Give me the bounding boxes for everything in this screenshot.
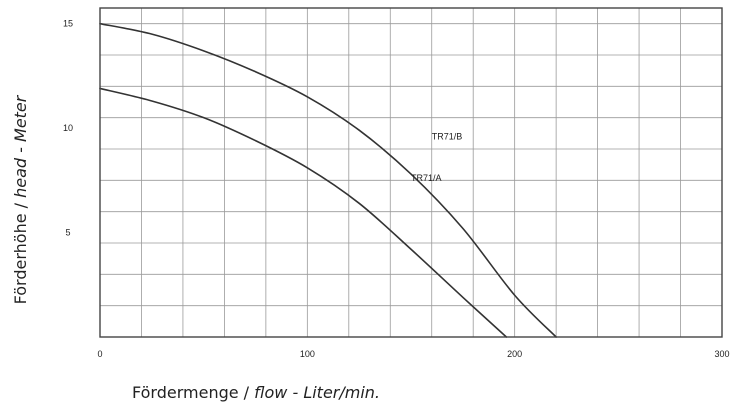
plot-area [100, 8, 722, 337]
x-axis-title-italic: flow - Liter/min. [254, 383, 380, 402]
x-axis-title: Fördermenge / flow - Liter/min. [132, 383, 380, 402]
curve-label-tr71-b: TR71/B [432, 131, 463, 141]
series-line-tr71-a [99, 87, 508, 338]
x-tick-label: 100 [300, 349, 315, 359]
series-line-tr71-b [99, 22, 557, 338]
grid-lines [100, 8, 722, 337]
x-tick-label: 0 [97, 349, 102, 359]
curve-label-tr71-a: TR71/A [411, 173, 442, 183]
x-tick-labels: 0 100 200 300 [97, 349, 729, 359]
y-tick-label: 5 [65, 228, 70, 238]
y-axis-title-italic: head - Meter [11, 94, 30, 198]
x-axis-title-main: Fördermenge / [132, 383, 254, 402]
y-tick-label: 15 [63, 19, 73, 29]
plot-background [100, 8, 722, 337]
y-axis-title-main: Förderhöhe / [11, 198, 30, 305]
y-axis-title: Förderhöhe / head - Meter [11, 94, 30, 304]
x-tick-label: 300 [714, 349, 729, 359]
curve-labels: TR71/B TR71/A [411, 131, 462, 183]
y-tick-label: 10 [63, 123, 73, 133]
plot-frame [99, 7, 723, 338]
curves [99, 22, 557, 338]
x-tick-label: 200 [507, 349, 522, 359]
y-tick-labels: 5 10 15 [63, 19, 73, 238]
